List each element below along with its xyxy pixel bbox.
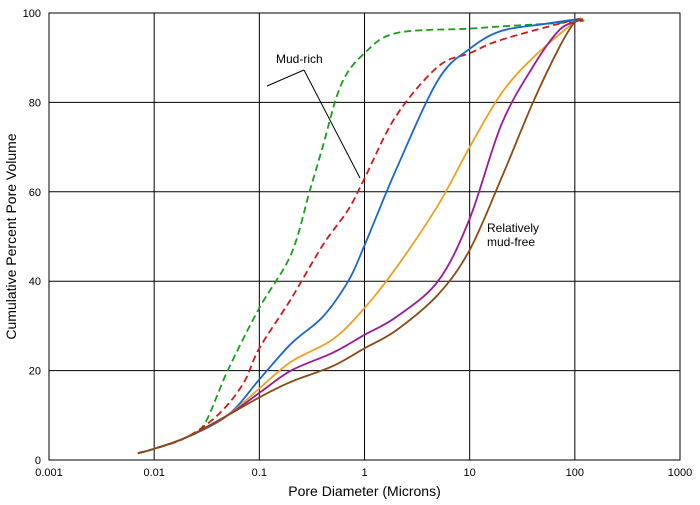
x-tick-label: 10 (464, 467, 476, 479)
series-line-6 (137, 18, 584, 455)
mud-rich-annotation: Mud-rich (276, 52, 323, 66)
y-tick-label: 40 (29, 276, 41, 288)
mud-rich-pointer-2 (303, 69, 361, 179)
tick-labels: 0.001 0.01 0.1 1 10 100 1000 0 20 40 60 80 100 (23, 8, 693, 479)
series-lines (137, 17, 585, 455)
y-tick-label: 80 (29, 97, 41, 109)
y-tick-label: 60 (29, 187, 41, 199)
mud-free-annotation-line2: mud-free (487, 235, 535, 249)
annotations: Mud-rich Relatively mud-free (266, 52, 539, 249)
x-tick-label: 1 (361, 467, 367, 479)
mud-free-annotation-line1: Relatively (487, 221, 539, 235)
y-tick-label: 0 (35, 455, 41, 467)
x-tick-label: 1000 (668, 467, 692, 479)
grid (48, 12, 681, 461)
x-tick-label: 0.001 (35, 467, 63, 479)
series-line-2 (137, 17, 585, 455)
x-tick-label: 100 (566, 467, 584, 479)
x-tick-label: 0.01 (143, 467, 164, 479)
plot-frame (48, 12, 681, 461)
y-tick-label: 20 (29, 366, 41, 378)
y-tick-label: 100 (23, 8, 41, 20)
y-axis-title: Cumulative Percent Pore Volume (3, 133, 19, 339)
mud-rich-pointer-1 (266, 69, 305, 87)
x-axis-title: Pore Diameter (Microns) (288, 483, 440, 499)
x-tick-label: 0.1 (252, 467, 267, 479)
series-line-1 (137, 18, 585, 455)
